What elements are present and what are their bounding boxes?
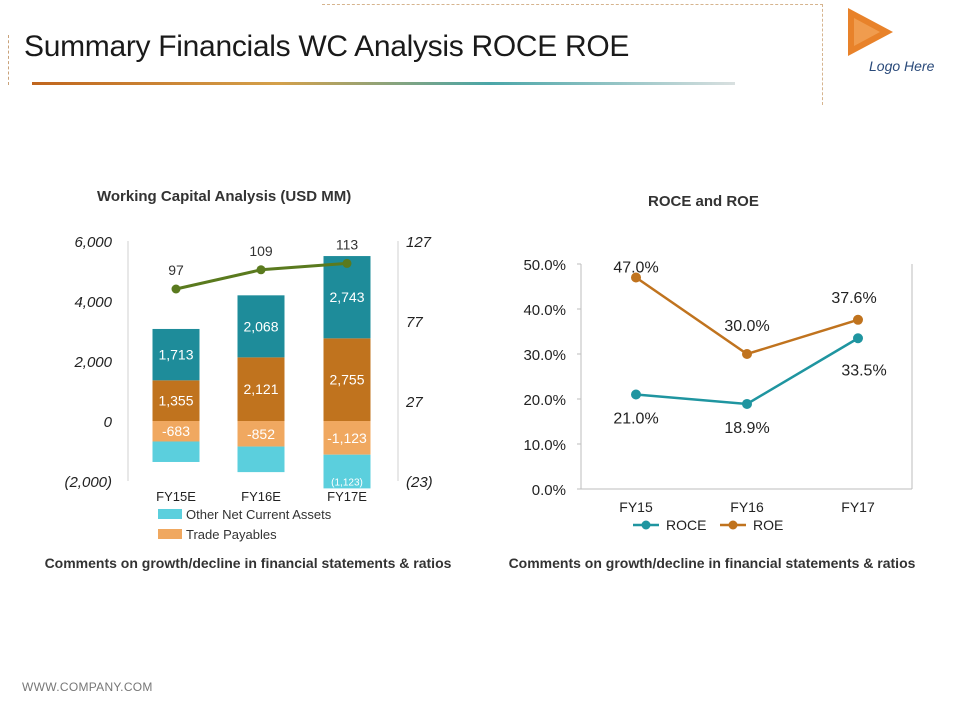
- roce-x-tick-label: FY15: [619, 499, 653, 515]
- wc-data-label: 2,121: [243, 381, 278, 397]
- bar-receivables: [152, 328, 200, 381]
- logo-text: Logo Here: [869, 58, 935, 74]
- title-gradient-rule: [32, 82, 735, 85]
- roce-comment: Comments on growth/decline in financial …: [508, 555, 916, 571]
- bar-trade-payables: [152, 421, 200, 442]
- bar-receivables: [237, 295, 285, 358]
- wc-y-tick-label: 2,000: [73, 354, 112, 371]
- wc-data-label: 2,743: [329, 289, 364, 305]
- roe-line: [635, 276, 859, 356]
- roce-y-tick-label: 10.0%: [523, 437, 566, 454]
- legend-marker-roe: [728, 520, 738, 530]
- wc-y-tick-label: 6,000: [74, 234, 112, 251]
- wc-days-point: [342, 258, 352, 268]
- bar-other-nca: [237, 446, 285, 473]
- wc-days-point: [256, 265, 266, 275]
- wc-x-tick-label: FY17E: [327, 489, 367, 504]
- footer-url: WWW.COMPANY.COM: [22, 680, 153, 694]
- wc-y-tick-label: (2,000): [64, 474, 112, 491]
- roce-data-label: 21.0%: [613, 411, 658, 428]
- wc-y2-tick-label: 127: [406, 234, 432, 251]
- wc-data-label: 1,355: [158, 393, 193, 409]
- wc-y2-tick-label: 77: [406, 314, 423, 331]
- title-frame-left-decoration: [8, 35, 736, 85]
- bar-receivables: [323, 256, 371, 339]
- bar-inventory: [323, 338, 371, 421]
- roce-y-tick-label: 40.0%: [523, 302, 566, 319]
- roce-data-label: 33.5%: [841, 362, 886, 379]
- wc-data-label: 2,068: [243, 318, 278, 334]
- wc-days-label: 113: [336, 236, 359, 252]
- wc-data-label: 2,755: [329, 372, 364, 388]
- roe-point: [853, 314, 863, 325]
- page-title: Summary Financials WC Analysis ROCE ROE: [24, 30, 630, 63]
- bar-inventory: [237, 357, 285, 421]
- roce-data-label: 18.9%: [724, 420, 769, 437]
- legend-label-roce: ROCE: [666, 517, 706, 533]
- roe-point: [742, 349, 752, 359]
- roce-point: [742, 398, 752, 409]
- bar-trade-payables: [237, 421, 285, 447]
- bar-other-nca: [323, 454, 371, 489]
- roce-y-tick-label: 30.0%: [523, 347, 566, 364]
- wc-days-point: [171, 284, 181, 294]
- wc-days-label: 97: [168, 262, 184, 278]
- logo-triangle-icon: [848, 8, 893, 56]
- roce-x-tick-label: FY16: [730, 499, 764, 515]
- legend-label-trade-payables: Trade Payables: [186, 527, 277, 542]
- legend-swatch-other-nca: [158, 509, 182, 519]
- wc-data-label: -683: [162, 423, 190, 439]
- wc-y-tick-label: 0: [104, 414, 113, 431]
- roce-point: [853, 333, 863, 344]
- roce-y-tick-label: 20.0%: [523, 392, 566, 409]
- wc-data-label: -852: [247, 426, 275, 442]
- wc-y2-tick-label: 27: [405, 394, 423, 411]
- roe-data-label: 30.0%: [724, 318, 769, 335]
- wc-days-label: 109: [249, 243, 273, 259]
- roce-line: [635, 337, 859, 406]
- wc-data-label: 1,713: [158, 347, 193, 363]
- roce-y-tick-label: 50.0%: [523, 257, 566, 274]
- roce-x-tick-label: FY17: [841, 499, 875, 515]
- wc-y-tick-label: 4,000: [74, 294, 112, 311]
- wc-y2-tick-label: (23): [406, 474, 433, 491]
- legend-label-other-nca: Other Net Current Assets: [186, 507, 332, 522]
- bar-inventory: [152, 380, 200, 421]
- legend-swatch-trade-payables: [158, 529, 182, 539]
- roce-chart-title: ROCE and ROE: [648, 193, 759, 210]
- roe-data-label: 47.0%: [613, 260, 658, 277]
- title-frame-decoration: [322, 4, 823, 105]
- wc-x-tick-label: FY16E: [241, 489, 281, 504]
- wc-data-label: -1,123: [327, 430, 367, 446]
- wc-data-label: (1,123): [331, 478, 363, 489]
- wc-chart-title: Working Capital Analysis (USD MM): [97, 188, 352, 205]
- legend-label-roe: ROE: [753, 517, 783, 533]
- roe-data-label: 37.6%: [831, 290, 876, 307]
- wc-comment: Comments on growth/decline in financial …: [44, 555, 452, 571]
- bar-trade-payables: [323, 421, 371, 455]
- roe-point: [631, 272, 641, 283]
- roce-point: [631, 389, 641, 400]
- legend-marker-roce: [641, 520, 651, 530]
- bar-other-nca: [152, 441, 200, 462]
- roce-y-tick-label: 0.0%: [532, 482, 566, 499]
- wc-x-tick-label: FY15E: [156, 489, 196, 504]
